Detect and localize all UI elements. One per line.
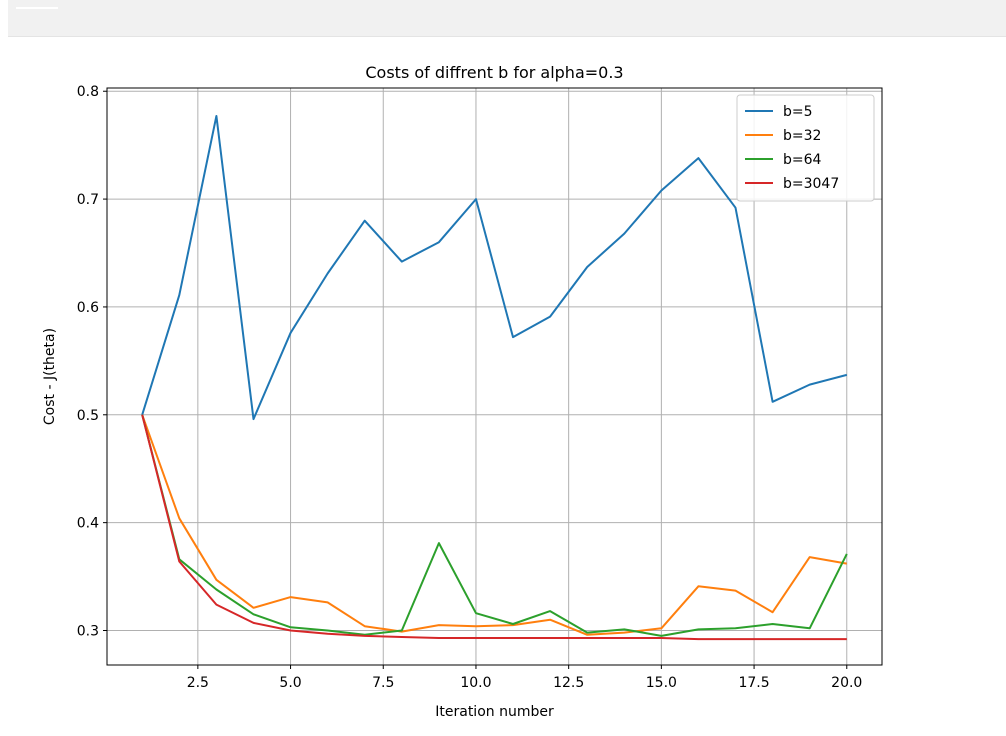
- legend-label: b=64: [783, 152, 822, 168]
- x-axis-label: Iteration number: [435, 704, 554, 720]
- notebook-output-header: [8, 0, 1006, 37]
- legend: b=5 b=32 b=64 b=3047: [736, 94, 875, 202]
- axes-frame: [106, 87, 883, 666]
- x-tick-label: 7.5: [372, 675, 394, 691]
- legend-label: b=3047: [783, 176, 839, 192]
- legend-box: [736, 94, 875, 202]
- x-tick-label: 5.0: [279, 675, 301, 691]
- y-tick-label: 0.7: [77, 192, 99, 208]
- series-line-b-3047: [141, 414, 847, 641]
- header-tab-indicator: [16, 7, 58, 9]
- x-tick-label: 12.5: [553, 675, 584, 691]
- series-line-b-32: [141, 414, 847, 636]
- series-line-b-64: [141, 414, 848, 637]
- legend-label: b=5: [783, 104, 813, 120]
- chart-title: Costs of diffrent b for alpha=0.3: [365, 63, 623, 82]
- x-axis-ticks: 2.5 5.0 7.5 10.0 12.5 15.0 17.5 20.0: [187, 665, 862, 691]
- x-tick-label: 17.5: [738, 675, 769, 691]
- x-tick-label: 2.5: [187, 675, 209, 691]
- y-tick-label: 0.5: [77, 408, 99, 424]
- legend-label: b=32: [783, 128, 821, 144]
- y-tick-label: 0.8: [77, 84, 99, 100]
- series-lines: [141, 115, 848, 641]
- y-tick-label: 0.3: [77, 623, 99, 639]
- y-tick-label: 0.6: [77, 300, 99, 316]
- x-tick-label: 15.0: [646, 675, 677, 691]
- x-tick-label: 20.0: [831, 675, 862, 691]
- x-tick-label: 10.0: [460, 675, 491, 691]
- series-line-b-5: [141, 115, 848, 421]
- y-tick-label: 0.4: [77, 516, 99, 532]
- y-axis-ticks: 0.3 0.4 0.5 0.6 0.7 0.8: [77, 84, 107, 639]
- y-axis-label: Cost - J(theta): [42, 328, 58, 425]
